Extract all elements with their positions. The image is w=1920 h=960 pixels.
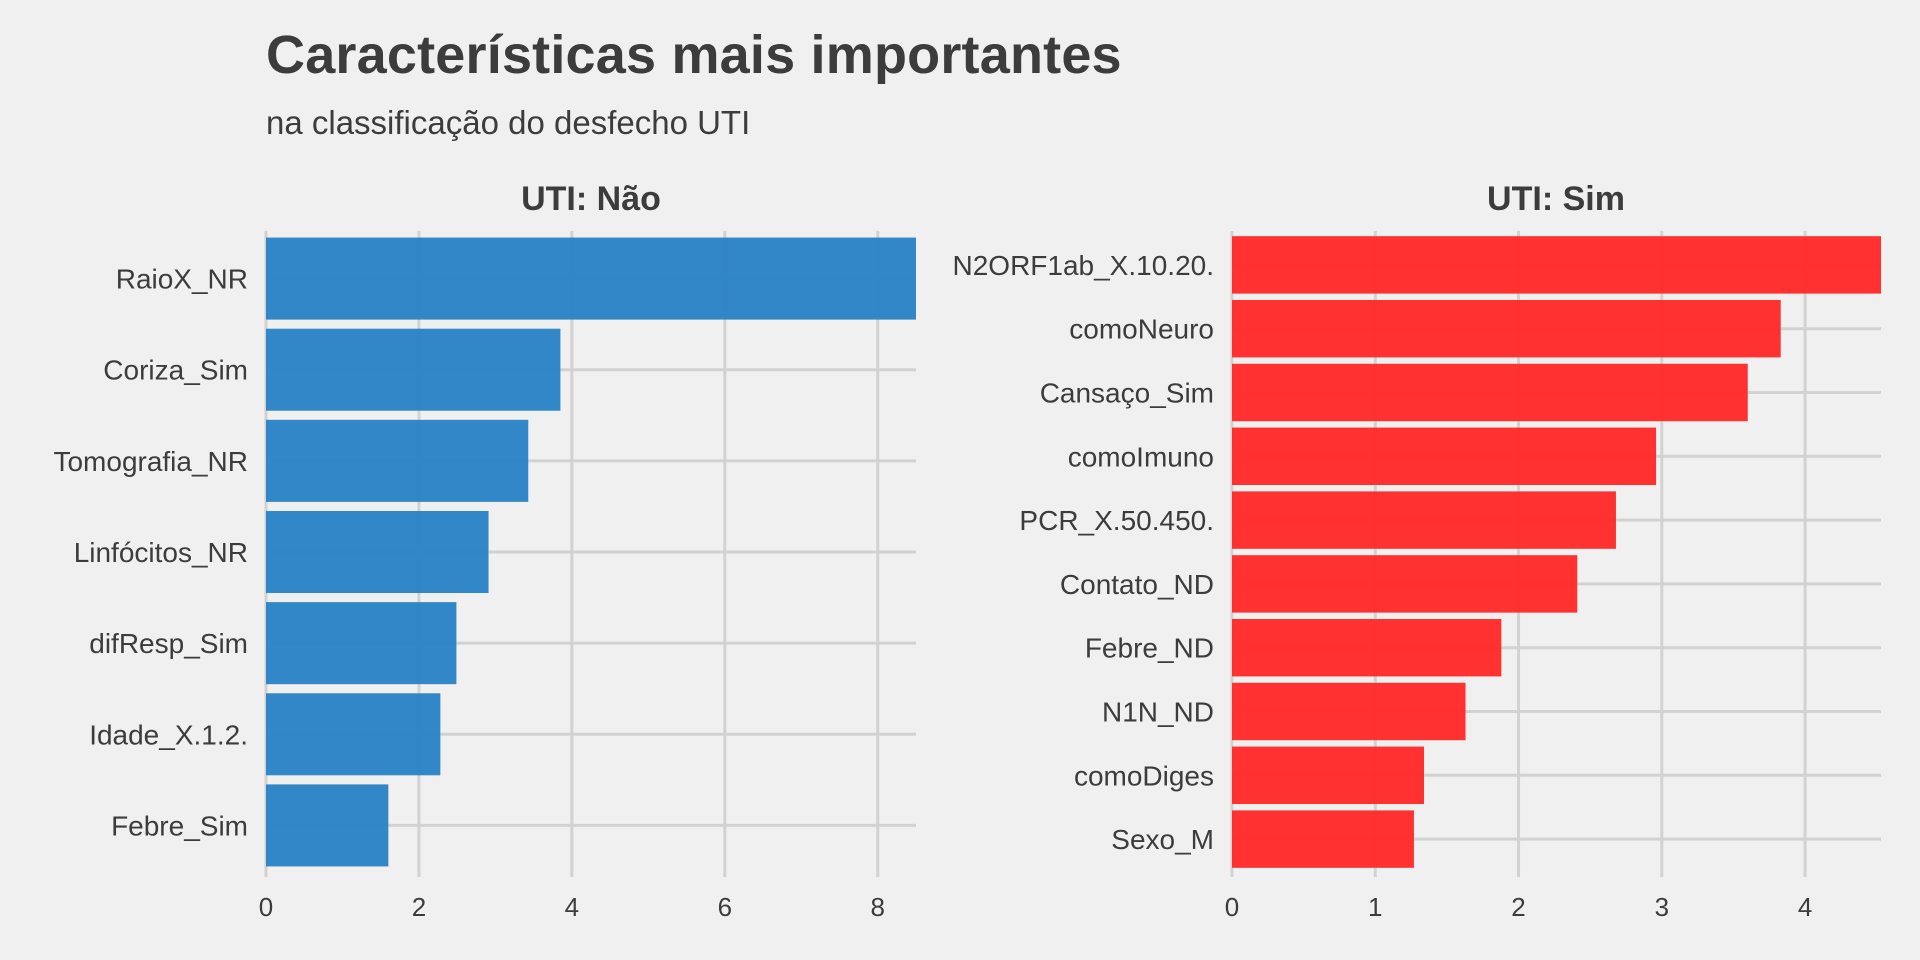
x-tick-label: 0 (1225, 892, 1239, 922)
bar-uti-nao (266, 602, 457, 685)
bar-uti-nao (266, 510, 489, 594)
bar-uti-nao (266, 237, 916, 320)
panel-title-uti-sim: UTI: Sim (1487, 180, 1625, 218)
x-tick-label: 2 (412, 892, 426, 922)
chart-title: Características mais importantes (266, 25, 1122, 85)
category-label: difResp_Sim (89, 628, 248, 659)
panel-uti-nao: UTI: Não RaioX_NR Coriza_Sim Tomografia_NR L… (53, 180, 916, 922)
bar-uti-nao (266, 784, 389, 867)
x-tick-label: 6 (718, 892, 732, 922)
bar-uti-nao (266, 419, 529, 502)
bar-uti-sim (1232, 236, 1881, 294)
bar-uti-sim (1232, 299, 1781, 358)
x-tick-label: 4 (565, 892, 579, 922)
category-label: Idade_X.1.2. (89, 719, 248, 750)
category-label: PCR_X.50.450. (1019, 505, 1214, 536)
bar-uti-sim (1232, 618, 1502, 677)
bar-uti-sim (1232, 363, 1748, 422)
category-label: Sexo_M (1111, 824, 1214, 855)
category-label: comoDiges (1074, 760, 1214, 791)
category-label: comoImuno (1068, 441, 1214, 472)
bar-uti-sim (1232, 746, 1424, 805)
category-label: Febre_ND (1085, 633, 1214, 664)
category-label: N2ORF1ab_X.10.20. (953, 250, 1215, 281)
bar-uti-sim (1232, 682, 1466, 741)
category-label: Coriza_Sim (103, 355, 248, 386)
panel-title-uti-nao: UTI: Não (521, 180, 661, 218)
bar-uti-sim (1232, 810, 1414, 868)
bar-uti-sim (1232, 555, 1578, 613)
panel-uti-sim: UTI: Sim N2ORF1ab_X.10.20. comoNeuro Cansaç… (953, 180, 1881, 922)
category-label: N1N_ND (1102, 697, 1214, 728)
chart-subtitle: na classificação do desfecho UTI (266, 104, 751, 141)
category-label: comoNeuro (1069, 314, 1214, 345)
x-tick-label: 1 (1368, 892, 1382, 922)
category-label: Febre_Sim (111, 810, 248, 841)
category-label: Contato_ND (1060, 569, 1214, 600)
x-tick-label: 4 (1798, 892, 1812, 922)
x-tick-label: 0 (259, 892, 273, 922)
x-tick-label: 3 (1655, 892, 1669, 922)
bar-uti-sim (1232, 427, 1657, 486)
category-label: RaioX_NR (116, 264, 248, 295)
bar-uti-nao (266, 693, 441, 776)
bar-uti-sim (1232, 491, 1616, 549)
x-tick-label: 2 (1511, 892, 1525, 922)
bar-uti-nao (266, 328, 561, 411)
category-label: Tomografia_NR (53, 446, 248, 477)
x-tick-label: 8 (871, 892, 885, 922)
category-label: Linfócitos_NR (74, 537, 248, 568)
category-label: Cansaço_Sim (1040, 378, 1214, 409)
